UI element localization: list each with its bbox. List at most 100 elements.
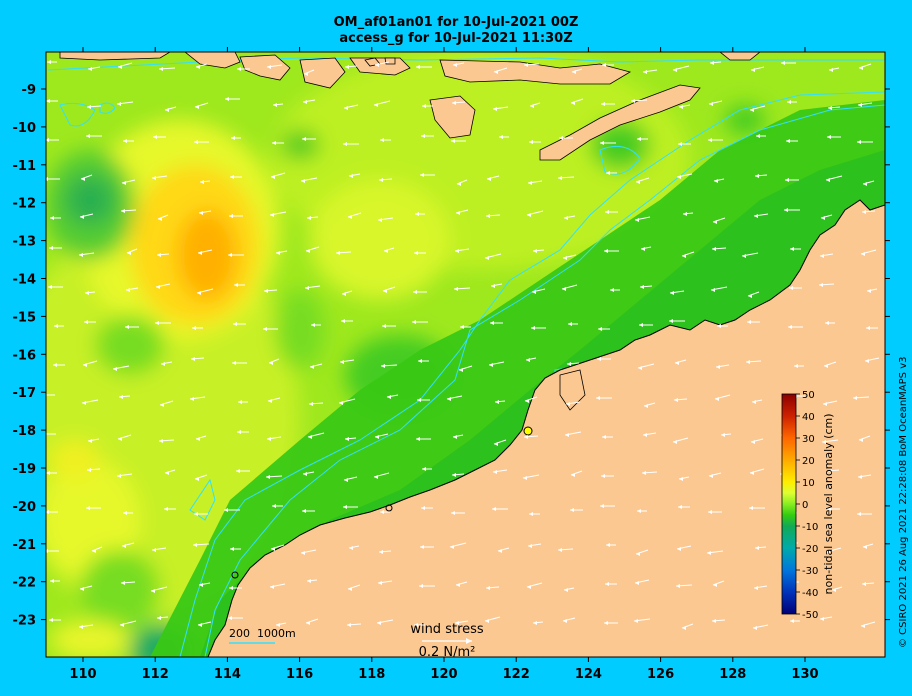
lat-label--9: -9: [22, 83, 36, 98]
wind-vector-head: [529, 140, 533, 144]
wind-vector-head: [164, 507, 168, 511]
colorbar-tick-label: -40: [802, 588, 818, 599]
wind-vector-head: [50, 216, 54, 220]
wind-vector-head: [677, 547, 681, 551]
wind-vector-head: [152, 548, 156, 552]
wind-vector-head: [347, 623, 351, 627]
wind-vector-head: [380, 510, 384, 514]
wind-vector-head: [600, 141, 604, 145]
wind-vector-head: [413, 290, 417, 294]
wind-vector-head: [79, 253, 83, 257]
colorbar-ticks: 50 40 30 20 10 0 -10 -20 -30 -40 -50: [796, 390, 818, 621]
wind-vector-head: [416, 437, 420, 441]
wind-vector-head: [823, 402, 827, 406]
wind-vector-head: [679, 105, 683, 109]
wind-vector-head: [564, 588, 568, 592]
wind-vector-head: [345, 437, 349, 441]
wind-vector-head: [453, 435, 457, 439]
wind-vector-head: [562, 287, 566, 291]
colorbar-tick-label: 20: [802, 456, 815, 467]
lon-label-116: 116: [286, 667, 313, 682]
wind-vector-head: [571, 473, 575, 477]
wind-vector-head: [820, 254, 824, 258]
wind-vector-head: [711, 288, 715, 292]
wind-vector-head: [533, 249, 537, 253]
wind-vector-head: [412, 320, 416, 324]
wind-vector-head: [634, 619, 638, 623]
wind-vector-head: [49, 246, 53, 250]
wind-vector-head: [122, 181, 126, 185]
wind-vector-head: [121, 581, 125, 585]
wind-vector-head: [165, 108, 169, 112]
colorbar-tick-label: 0: [802, 500, 808, 511]
wind-vector-head: [199, 583, 203, 587]
wind-vector-head: [635, 218, 639, 222]
wind-vector-head: [713, 583, 717, 587]
wind-vector-head: [826, 550, 830, 554]
wind-vector-head: [853, 396, 857, 400]
lat-label--14: -14: [13, 273, 37, 288]
wind-vector-head: [230, 547, 234, 551]
wind-vector-head: [87, 468, 91, 472]
wind-vector-head: [494, 442, 498, 446]
wind-vector-head: [786, 139, 790, 143]
colorbar-tick-label: 30: [802, 434, 815, 445]
lon-label-126: 126: [647, 667, 674, 682]
wind-vector-head: [271, 547, 275, 551]
wind-vector-head: [151, 589, 155, 593]
credit-text: © CSIRO 2021 26 Aug 2021 22:28:08 BoM Oc…: [898, 356, 909, 649]
wind-vector-head: [610, 288, 614, 292]
wind-vector-head: [643, 433, 647, 437]
station-marker: [385, 504, 393, 512]
colorbar-tick-label: 40: [802, 412, 815, 423]
wind-vector-head: [421, 134, 425, 138]
wind-vector-head: [193, 543, 197, 547]
wind-vector-head: [194, 512, 198, 516]
wind-vector-head: [302, 509, 306, 513]
map-title-line1: OM_af01an01 for 10-Jul-2021 00Z: [333, 15, 579, 30]
wind-vector-head: [486, 214, 490, 218]
wind-vector-head: [455, 621, 459, 625]
lat-label--19: -19: [13, 462, 37, 477]
wind-vector-head: [309, 402, 313, 406]
wind-vector-head: [487, 177, 491, 181]
wind-vector-head: [857, 512, 861, 516]
wind-vector-head: [832, 588, 836, 592]
wind-vector-head: [785, 178, 789, 182]
wind-vector-head: [415, 212, 419, 216]
wind-vector-head: [418, 359, 422, 363]
wind-vector-head: [81, 177, 85, 181]
wind-vector-head: [526, 358, 530, 362]
wind-vector-head: [644, 404, 648, 408]
wind-vector-head: [304, 72, 308, 76]
wind-vector-head: [827, 507, 831, 511]
wind-vector-head: [712, 247, 716, 251]
wind-vector-head: [631, 99, 635, 103]
wind-vector-head: [451, 139, 455, 143]
wind-vector-head: [858, 103, 862, 107]
wind-vector-head: [343, 142, 347, 146]
wind-vector-head: [639, 323, 643, 327]
wind-vector-head: [303, 472, 307, 476]
wind-vector-head: [276, 251, 280, 255]
wind-vector-head: [863, 182, 867, 186]
wind-vector-head: [339, 401, 343, 405]
wind-vector-head: [867, 289, 871, 293]
wind-vector-head: [524, 63, 528, 67]
wind-vector-head: [825, 321, 829, 325]
wind-vector-head: [53, 363, 57, 367]
wind-vector-head: [341, 319, 345, 323]
wind-vector-head: [310, 365, 314, 369]
lat-label--20: -20: [13, 500, 37, 515]
colorbar-tick-label: -10: [802, 522, 818, 533]
lon-label-120: 120: [430, 667, 457, 682]
wind-vector-head: [602, 435, 606, 439]
wind-vector-head: [414, 623, 418, 627]
wind-vector-head: [198, 251, 202, 255]
wind-vector-head: [270, 213, 274, 217]
wind-vector-head: [228, 616, 232, 620]
wind-vector-head: [120, 623, 124, 627]
wind-vector-head: [344, 106, 348, 110]
wind-vector-head: [272, 141, 276, 145]
wind-vector-head: [606, 543, 610, 547]
